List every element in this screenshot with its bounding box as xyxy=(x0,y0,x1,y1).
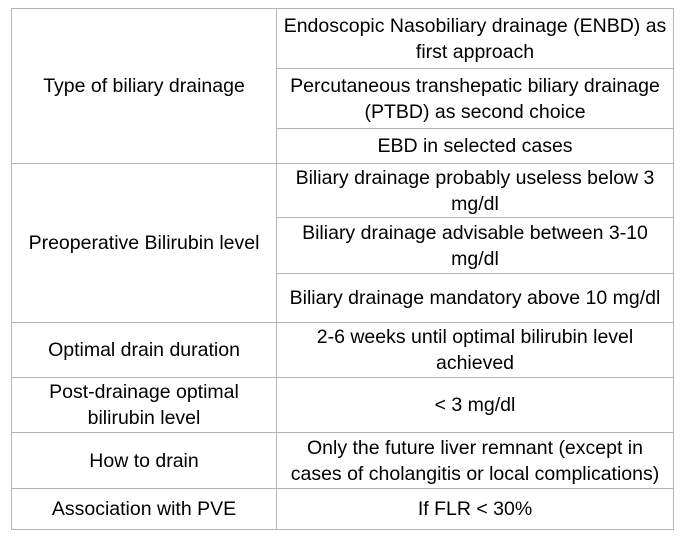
table-row: How to drain Only the future liver remna… xyxy=(11,432,674,489)
table-row: Post-drainage optimal bilirubin level < … xyxy=(11,377,674,433)
row-header-type-of-biliary-drainage: Type of biliary drainage xyxy=(11,8,277,164)
cell-association-pve-value: If FLR < 30% xyxy=(276,488,674,530)
row-header-preoperative-bilirubin-level: Preoperative Bilirubin level xyxy=(11,163,277,323)
cell-ebd-selected-cases: EBD in selected cases xyxy=(276,128,674,164)
row-header-how-to-drain: How to drain xyxy=(11,432,277,489)
table-row: Type of biliary drainage Endoscopic Naso… xyxy=(11,8,674,164)
cell-post-drainage-bilirubin-value: < 3 mg/dl xyxy=(276,377,674,433)
cell-drainage-mandatory-above-10: Biliary drainage mandatory above 10 mg/d… xyxy=(276,273,674,323)
biliary-drainage-recommendations-table: Type of biliary drainage Endoscopic Naso… xyxy=(11,8,674,530)
table-row: Optimal drain duration 2-6 weeks until o… xyxy=(11,322,674,378)
row-header-association-with-pve: Association with PVE xyxy=(11,488,277,530)
table-row: Biliary drainage advisable between 3-10 … xyxy=(12,217,674,274)
cell-ptbd-second-choice: Percutaneous transhepatic biliary draina… xyxy=(276,68,674,129)
table-row: Percutaneous transhepatic biliary draina… xyxy=(12,68,674,129)
row-header-optimal-drain-duration: Optimal drain duration xyxy=(11,322,277,378)
cell-how-to-drain-value: Only the future liver remnant (except in… xyxy=(276,432,674,489)
table-row: Biliary drainage mandatory above 10 mg/d… xyxy=(12,273,674,323)
cell-drainage-useless-below-3: Biliary drainage probably useless below … xyxy=(276,163,674,218)
cell-drain-duration-value: 2-6 weeks until optimal bilirubin level … xyxy=(276,322,674,378)
table-row: Preoperative Bilirubin level Biliary dra… xyxy=(11,163,674,323)
table-row: EBD in selected cases xyxy=(12,128,674,164)
cell-enbd-first-approach: Endoscopic Nasobiliary drainage (ENBD) a… xyxy=(276,8,674,69)
table-row: Association with PVE If FLR < 30% xyxy=(11,488,674,530)
row-header-post-drainage-optimal-bilirubin-level: Post-drainage optimal bilirubin level xyxy=(11,377,277,433)
cell-drainage-advisable-3-10: Biliary drainage advisable between 3-10 … xyxy=(276,217,674,274)
